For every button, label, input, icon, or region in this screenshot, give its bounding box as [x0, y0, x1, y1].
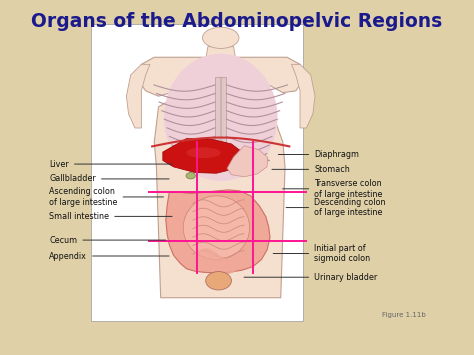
Polygon shape — [127, 64, 150, 128]
Polygon shape — [166, 190, 270, 273]
Text: Gallbladder: Gallbladder — [49, 174, 169, 184]
Text: Initial part of
sigmoid colon: Initial part of sigmoid colon — [273, 244, 370, 263]
Ellipse shape — [202, 27, 239, 48]
Polygon shape — [163, 138, 243, 173]
Polygon shape — [206, 47, 236, 59]
Text: Descending colon
of large intestine: Descending colon of large intestine — [286, 198, 386, 217]
Text: Figure 1.11b: Figure 1.11b — [382, 312, 426, 318]
Text: Liver: Liver — [49, 159, 172, 169]
Ellipse shape — [206, 272, 231, 290]
Ellipse shape — [183, 196, 250, 260]
Polygon shape — [292, 64, 315, 128]
Polygon shape — [227, 146, 268, 177]
Text: Cecum: Cecum — [49, 236, 165, 245]
Text: Stomach: Stomach — [272, 165, 350, 174]
Text: Diaphragm: Diaphragm — [278, 150, 359, 159]
Polygon shape — [137, 57, 304, 298]
Ellipse shape — [186, 147, 221, 158]
Text: Organs of the Abdominopelvic Regions: Organs of the Abdominopelvic Regions — [31, 12, 443, 31]
Text: Ascending colon
of large intestine: Ascending colon of large intestine — [49, 187, 164, 207]
Bar — [215, 77, 226, 162]
Bar — [91, 24, 303, 321]
Text: Transverse colon
of large intestine: Transverse colon of large intestine — [283, 179, 383, 198]
Ellipse shape — [186, 173, 195, 179]
Text: Appendix: Appendix — [49, 251, 169, 261]
Text: Urinary bladder: Urinary bladder — [244, 273, 377, 282]
Ellipse shape — [164, 54, 277, 181]
Text: Small intestine: Small intestine — [49, 212, 172, 221]
